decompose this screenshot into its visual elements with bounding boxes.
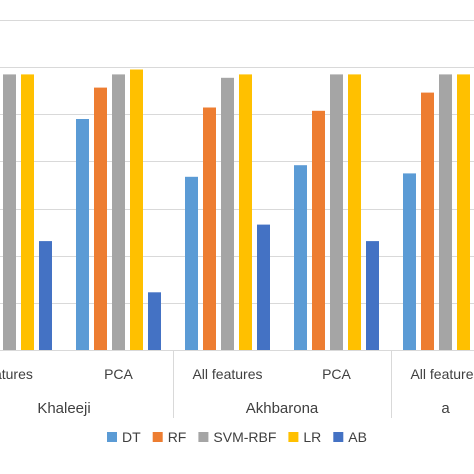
legend-label: RF [168, 429, 187, 445]
bar-ab [366, 241, 379, 350]
legend-label: SVM-RBF [213, 429, 276, 445]
bar-svm-rbf [330, 74, 343, 351]
x-tick-label: eatures [0, 366, 33, 382]
bar-rf [203, 107, 216, 350]
group-dividers [173, 350, 392, 418]
bar-rf [94, 87, 107, 350]
legend-item-dt: DT [107, 429, 141, 445]
legend-swatch [198, 432, 209, 442]
bar-svm-rbf [439, 74, 452, 351]
legend-label: DT [122, 429, 141, 445]
group-label: Khaleeji [37, 400, 90, 417]
legend-label: AB [348, 429, 367, 445]
bar-lr [130, 69, 143, 350]
group-label: a [441, 400, 450, 417]
bar-lr [348, 74, 361, 351]
legend-item-svm-rbf: SVM-RBF [198, 429, 276, 445]
x-tick-label: PCA [104, 366, 133, 382]
bars [3, 69, 470, 351]
group-labels: Khaleeji Akhbarona a [37, 400, 450, 417]
legend-swatch [107, 432, 117, 442]
bar-svm-rbf [3, 74, 16, 351]
x-tick-label: PCA [322, 366, 351, 382]
group-label: Akhbarona [246, 400, 319, 417]
legend-item-ab: AB [333, 429, 367, 445]
bar-ab [39, 241, 52, 350]
bar-lr [457, 74, 470, 351]
bar-ab [148, 292, 161, 351]
x-tick-label: All features [192, 366, 262, 382]
gridlines [0, 20, 474, 351]
bar-dt [403, 173, 416, 350]
legend-swatch [333, 432, 344, 442]
bar-lr [239, 74, 252, 351]
bar-rf [421, 92, 434, 350]
bar-dt [294, 165, 307, 350]
x-tick-labels: eatures PCA All features PCA All features [0, 366, 474, 382]
bar-dt [185, 176, 198, 351]
x-tick-label: All features [410, 366, 474, 382]
bar-dt [76, 119, 89, 350]
bar-ab [257, 224, 270, 350]
legend-item-rf: RF [152, 429, 187, 445]
legend-item-lr: LR [288, 429, 321, 445]
bar-rf [312, 110, 325, 351]
legend: DT RF SVM-RBF LR AB [107, 429, 367, 445]
legend-swatch [152, 432, 163, 442]
legend-swatch [288, 432, 299, 442]
bar-svm-rbf [112, 74, 125, 351]
bar-svm-rbf [221, 77, 234, 351]
legend-label: LR [303, 429, 321, 445]
bar-lr [21, 74, 34, 351]
